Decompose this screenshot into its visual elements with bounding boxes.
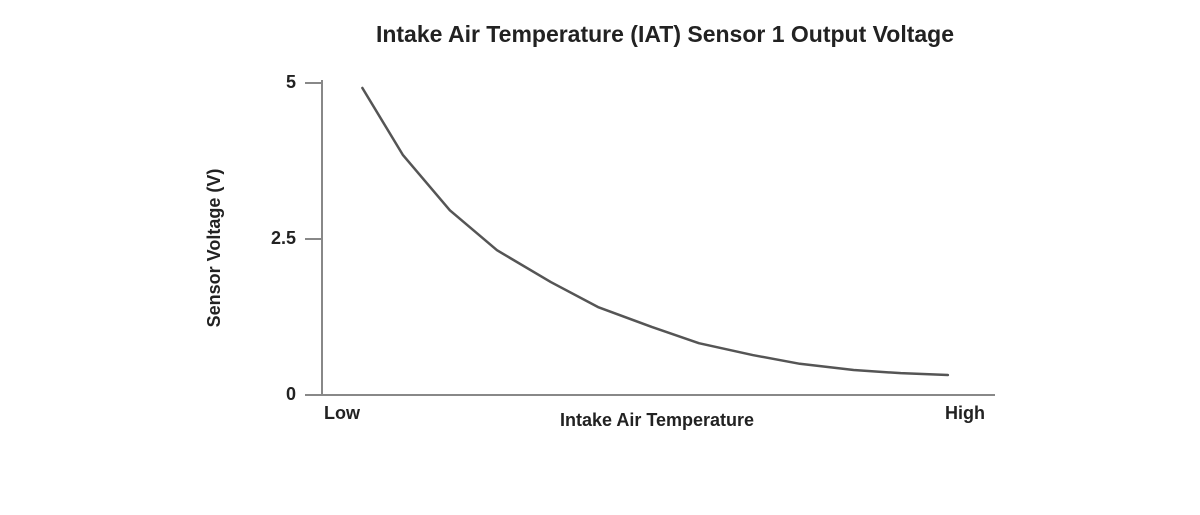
x-tick-label: High [945, 403, 985, 423]
x-tick-label: Low [324, 403, 361, 423]
y-tick-label: 2.5 [271, 228, 296, 248]
y-tick-label: 5 [286, 72, 296, 92]
y-tick-label: 0 [286, 384, 296, 404]
x-axis-title: Intake Air Temperature [560, 410, 754, 430]
line [361, 86, 950, 377]
y-axis-title: Sensor Voltage (V) [204, 169, 224, 328]
chart-title: Intake Air Temperature (IAT) Sensor 1 Ou… [376, 21, 954, 47]
